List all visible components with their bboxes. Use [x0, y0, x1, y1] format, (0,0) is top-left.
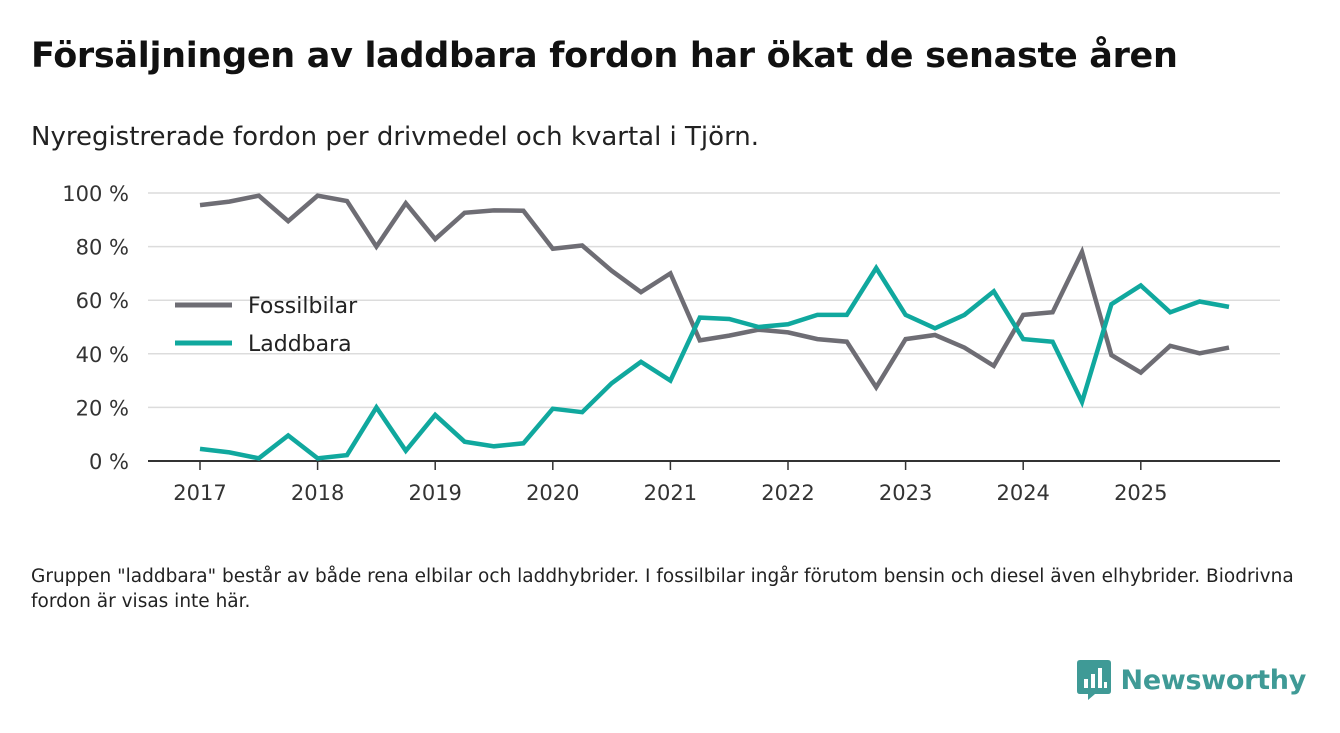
chart-subtitle: Nyregistrerade fordon per drivmedel och …	[31, 122, 760, 152]
footnote: Gruppen "laddbara" består av både rena e…	[31, 566, 1294, 612]
legend-label: Fossilbilar	[248, 294, 358, 319]
brand-logo: Newsworthy	[1076, 660, 1307, 700]
newsworthy-logo-icon	[1076, 660, 1111, 700]
x-tick-label: 2019	[408, 481, 461, 505]
brand-name: Newsworthy	[1120, 664, 1307, 696]
x-tick-label: 2022	[761, 481, 814, 505]
y-tick-label: 100 %	[62, 182, 129, 206]
legend-label: Laddbara	[248, 332, 352, 357]
y-tick-label: 40 %	[76, 343, 129, 367]
gridlines	[148, 192, 1280, 409]
x-tick-label: 2023	[879, 481, 932, 505]
y-tick-label: 20 %	[76, 396, 129, 420]
x-tick-label: 2024	[996, 481, 1049, 505]
x-tick-label: 2020	[526, 481, 579, 505]
x-tick-label: 2018	[291, 481, 344, 505]
y-tick-label: 0 %	[89, 450, 129, 474]
chart-title: Försäljningen av laddbara fordon har öka…	[31, 36, 1178, 76]
x-tick-label: 2021	[644, 481, 697, 505]
y-tick-label: 60 %	[76, 289, 129, 313]
legend: Fossilbilar Laddbara	[175, 294, 358, 357]
series-line-laddbara	[199, 263, 1230, 461]
x-tick-label: 2017	[173, 481, 226, 505]
series-line-fossilbilar	[199, 193, 1230, 392]
y-tick-label: 80 %	[76, 236, 129, 260]
line-chart: 0 % 20 % 40 % 60 % 80 % 100 % 2017 2018 2019 2020…	[62, 182, 1280, 505]
series-lines	[199, 193, 1230, 461]
x-tick-label: 2025	[1114, 481, 1167, 505]
axes: 0 % 20 % 40 % 60 % 80 % 100 % 2017 2018 2019 2020…	[62, 182, 1280, 505]
